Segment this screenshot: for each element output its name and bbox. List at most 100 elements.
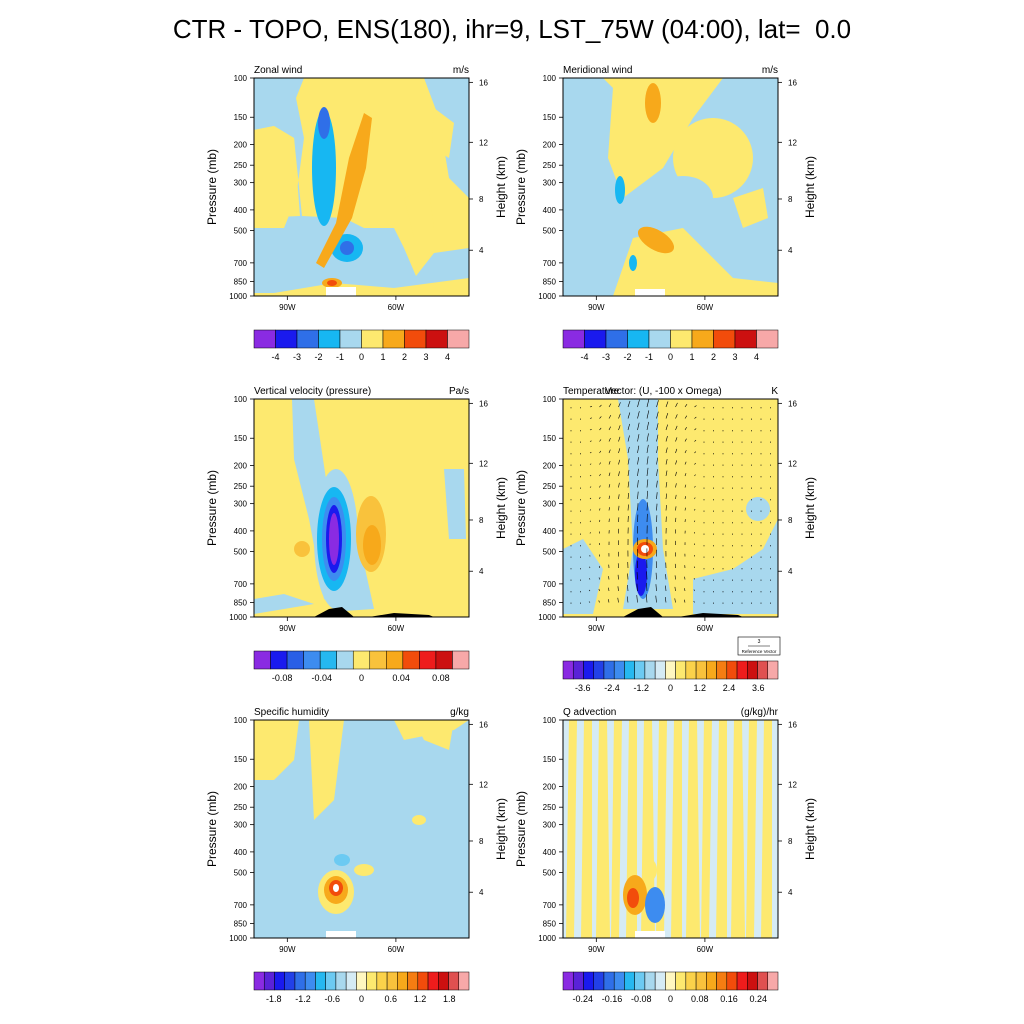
wind-vector — [588, 601, 591, 603]
colorbar-swatch — [584, 329, 607, 349]
wind-vector — [618, 425, 621, 431]
colorbar-label: 0.6 — [384, 994, 397, 1004]
wind-vector — [684, 450, 687, 454]
colorbar-swatch — [654, 971, 666, 991]
wind-vector — [608, 461, 611, 465]
colorbar-label: -1.2 — [295, 994, 311, 1004]
plot-area — [563, 78, 778, 296]
wind-vector — [607, 599, 610, 603]
wind-vector — [588, 589, 591, 592]
wind-vector — [627, 584, 629, 592]
wind-vector — [675, 414, 678, 419]
colorbar-swatch — [438, 971, 449, 991]
colorbar-swatch — [402, 650, 420, 670]
colorbar-swatch — [376, 971, 388, 991]
wind-vector — [694, 405, 697, 408]
colorbar-swatch — [691, 329, 714, 349]
pressure-tick-label: 850 — [234, 598, 248, 607]
wind-vector — [684, 473, 687, 477]
height-tick-label: 16 — [788, 399, 797, 408]
moisture-advection-band — [581, 720, 592, 938]
wind-vector — [684, 496, 686, 500]
pressure-tick-label: 500 — [234, 548, 248, 557]
wind-vector — [599, 416, 602, 419]
wind-vector — [665, 493, 667, 500]
dry-region — [334, 854, 350, 866]
wind-vector — [665, 412, 669, 419]
height-axis-label: Height (km) — [494, 477, 508, 539]
pressure-tick-label: 300 — [543, 179, 557, 188]
moisture-advection-band — [701, 720, 712, 938]
colorbar-label: 0.08 — [691, 994, 709, 1004]
colorbar-swatch — [613, 971, 625, 991]
pressure-tick-label: 300 — [234, 179, 248, 188]
colorbar-swatch — [726, 660, 738, 680]
moisture-advection-band — [746, 720, 757, 938]
colorbar-label: 0 — [668, 352, 673, 362]
colorbar-label: 0.04 — [392, 673, 410, 683]
colorbar-swatch — [345, 971, 357, 991]
colorbar-label: 4 — [445, 352, 450, 362]
wind-vector — [636, 595, 638, 603]
height-axis-label: Height (km) — [803, 156, 817, 218]
contour-region — [623, 607, 663, 617]
colorbar-swatch — [757, 660, 769, 680]
moisture-advection-band — [686, 720, 700, 938]
colorbar-swatch — [361, 329, 384, 349]
wind-vector — [589, 509, 592, 511]
wind-vector — [665, 505, 667, 511]
plot-frame — [253, 398, 470, 618]
wind-vector — [589, 474, 592, 477]
colorbar-swatch — [624, 660, 635, 680]
colorbar-swatch — [685, 660, 697, 680]
wind-vector — [675, 437, 678, 442]
colorbar-swatch — [386, 971, 398, 991]
colorbar-swatch — [695, 660, 707, 680]
pressure-tick-label: 850 — [543, 598, 557, 607]
terrain-mask — [635, 931, 665, 938]
colorbar-swatch — [767, 660, 779, 680]
lon-tick-label: 60W — [388, 624, 405, 633]
pressure-tick-label: 1000 — [538, 934, 556, 943]
wind-vector — [626, 596, 629, 603]
wind-vector — [637, 491, 639, 500]
pressure-tick-label: 1000 — [538, 613, 556, 622]
colorbar-swatch — [303, 650, 321, 670]
colorbar-label: 1 — [380, 352, 385, 362]
colorbar-label: 2 — [402, 352, 407, 362]
pressure-tick-label: 400 — [234, 848, 248, 857]
colorbar-swatch — [572, 660, 584, 680]
wind-vector — [589, 497, 592, 500]
wind-vector — [694, 508, 696, 511]
pressure-axis-label: Pressure (mb) — [205, 470, 219, 546]
colorbar-swatch — [736, 971, 748, 991]
wind-vector — [675, 483, 677, 488]
plot-area — [254, 399, 469, 617]
wind-vector — [637, 399, 640, 408]
cool-region — [635, 552, 647, 596]
colorbar-label: -2.4 — [604, 683, 620, 693]
plot-frame — [562, 719, 779, 939]
colorbar-swatch — [386, 650, 404, 670]
contour-region — [563, 720, 778, 938]
overlay-title: Vector: (U, -100 x Omega) — [605, 386, 722, 397]
wind-vector — [674, 586, 676, 592]
plot-frame — [562, 77, 779, 297]
moist-region — [333, 884, 339, 892]
contour-region — [678, 613, 743, 617]
colorbar-swatch — [695, 971, 707, 991]
contour-region — [733, 188, 768, 228]
colorbar-swatch — [603, 971, 615, 991]
pressure-tick-label: 300 — [543, 821, 557, 830]
pressure-tick-label: 150 — [543, 755, 557, 764]
colorbar-swatch — [713, 329, 736, 349]
wind-vector — [598, 588, 600, 592]
panel-units: K — [771, 386, 778, 397]
descent-region — [294, 541, 310, 557]
contour-region — [693, 519, 778, 614]
wind-vector — [598, 600, 600, 603]
wind-vector — [646, 467, 649, 477]
colorbar-swatch — [767, 971, 779, 991]
height-tick-label: 4 — [479, 567, 484, 576]
pressure-tick-label: 300 — [543, 500, 557, 509]
